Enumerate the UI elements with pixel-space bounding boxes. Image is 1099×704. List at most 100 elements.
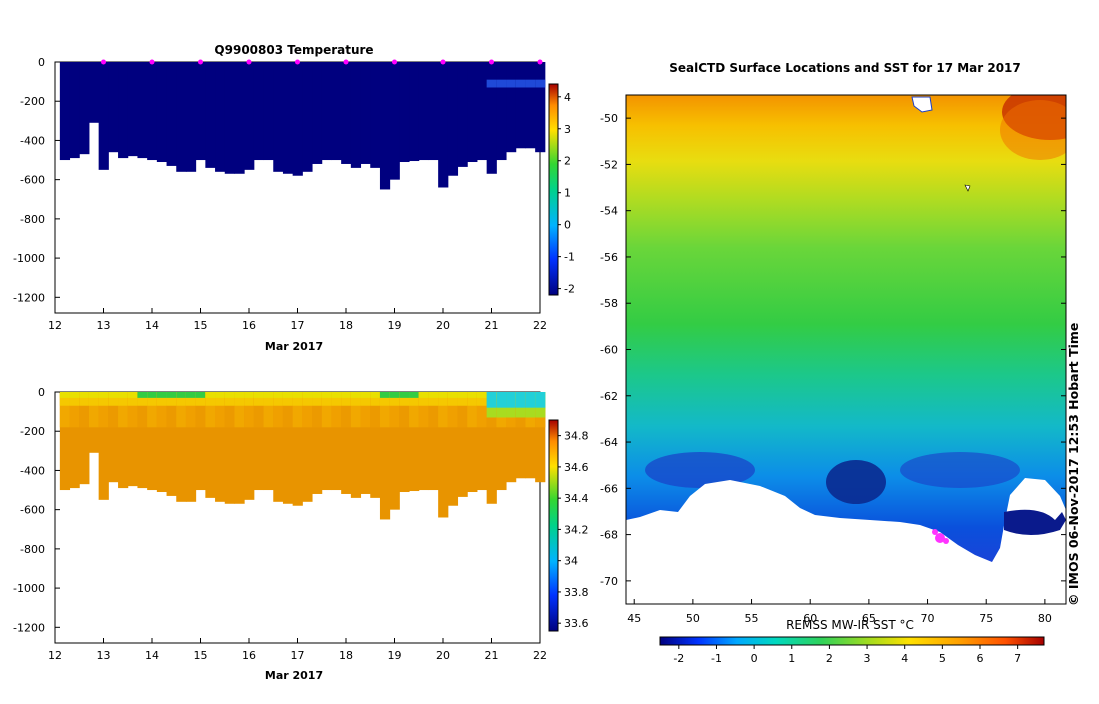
salinity-surface-layer [118,392,129,398]
salinity-mid-layer [156,392,168,428]
temperature-profile [205,62,216,168]
salinity-profile [496,392,507,491]
salinity-surface-layer [253,392,265,398]
salinity-mid-layer [244,392,255,428]
salinity-upper-layer [428,392,439,406]
temperature-profile [224,62,235,174]
salinity-profile [409,392,420,492]
salinity-profile [515,392,526,479]
map-y-tick-label: -52 [600,158,618,171]
map-x-tick-label: 45 [627,612,641,625]
temperature-profile [253,62,265,161]
salinity-mid-layer [409,392,420,428]
y-tick-label: 0 [38,56,45,69]
surface-marker [489,59,494,65]
salinity-freshest-layer [525,392,536,408]
temperature-profile [312,62,323,164]
salinity-profile [370,392,381,498]
salinity-mid-layer [389,392,400,428]
map-x-tick-label: 70 [921,612,935,625]
temperature-colorbar [548,83,559,296]
salinity-mid-layer [360,392,371,428]
temperature-profile [98,62,109,170]
surface-marker [149,59,155,65]
map-axes: 45 50 55 60 65 70 75 80 -50 -52 -54 -56 -58 -60 -62 -64… [600,112,1066,625]
salinity-surface-layer [205,392,216,398]
salinity-upper-layer [88,392,100,406]
colorbar-tick-label: 34.2 [564,523,589,536]
temperature-profile [496,62,507,161]
salinity-profile [525,392,536,479]
salinity-profile [263,392,274,491]
salinity-mid-layer [88,392,100,428]
temperature-title: Q9900803 Temperature [214,43,373,57]
salinity-mid-layer [59,392,71,428]
salinity-profile [69,392,80,489]
sst-colorbar-ticks: -2 -1 0 1 2 3 4 5 6 7 [673,645,1021,665]
x-tick-label: 22 [533,649,547,662]
cold-pool [826,460,886,504]
salinity-profiles [59,392,546,520]
salinity-mid-layer [215,392,226,428]
y-tick-label: -200 [20,425,45,438]
salinity-freshest-layer [486,392,497,408]
salinity-upper-layer [137,392,148,406]
temperature-profile [389,62,400,180]
map-x-tick-label: 60 [803,612,817,625]
salinity-surface-layer [331,392,342,398]
salinity-surface-layer [476,392,488,398]
map-y-tick-label: -66 [600,482,618,495]
salinity-profile [79,392,90,485]
temperature-axes: 12 13 14 15 16 17 18 19 20 21 22 0 -200 -400 -600 -800 -… [13,56,547,332]
x-tick-label: 13 [97,649,111,662]
temperature-profile [156,62,168,163]
map-y-tick-label: -62 [600,390,618,403]
sst-colorbar-tick-label: -1 [711,652,722,665]
cold-bay [1004,509,1066,535]
surface-markers [101,59,543,65]
y-tick-label: -1000 [13,582,45,595]
salinity-surface-layer [312,392,323,398]
salinity-upper-layer [273,392,284,406]
salinity-mid-layer [127,392,138,428]
salinity-mid-layer [108,392,119,428]
sst-colorbar-tick-label: 2 [826,652,833,665]
temperature-profile [360,62,371,164]
salinity-profile [447,392,459,506]
salinity-mid-layer [438,392,449,428]
surface-marker [537,59,543,65]
salinity-profile [476,392,488,491]
salinity-surface-layer [195,392,206,398]
salinity-upper-layer [360,392,371,406]
salinity-upper-layer [156,392,168,406]
temperature-profile [137,62,148,159]
map-y-tick-label: -68 [600,529,618,542]
salinity-profile [253,392,265,491]
map-x-tick-label: 55 [745,612,759,625]
map-y-tick-label: -56 [600,251,618,264]
salinity-upper-layer [467,392,478,406]
salinity-surface-layer [418,392,429,398]
salinity-surface-layer [127,392,138,398]
salinity-freshest-layer [496,392,507,408]
temperature-profile [467,62,478,163]
temperature-profile [428,62,439,161]
salinity-surface-layer [147,392,158,398]
surface-marker [246,59,252,65]
salinity-profile [59,392,71,491]
salinity-surface-layer [370,392,381,398]
temperature-profile [486,62,497,174]
salinity-profile [282,392,294,504]
salinity-upper-layer [282,392,294,406]
x-tick-label: 20 [436,319,450,332]
salinity-upper-layer [224,392,235,406]
salinity-profile [166,392,177,496]
surface-marker [101,59,106,65]
salinity-mid-layer [447,392,459,428]
map-x-tick-label: 80 [1038,612,1052,625]
map-y-tick-label: -54 [600,205,618,218]
salinity-profile [224,392,235,504]
x-tick-label: 12 [48,649,62,662]
map-x-tick-label: 75 [979,612,993,625]
temperature-profile [302,62,313,172]
